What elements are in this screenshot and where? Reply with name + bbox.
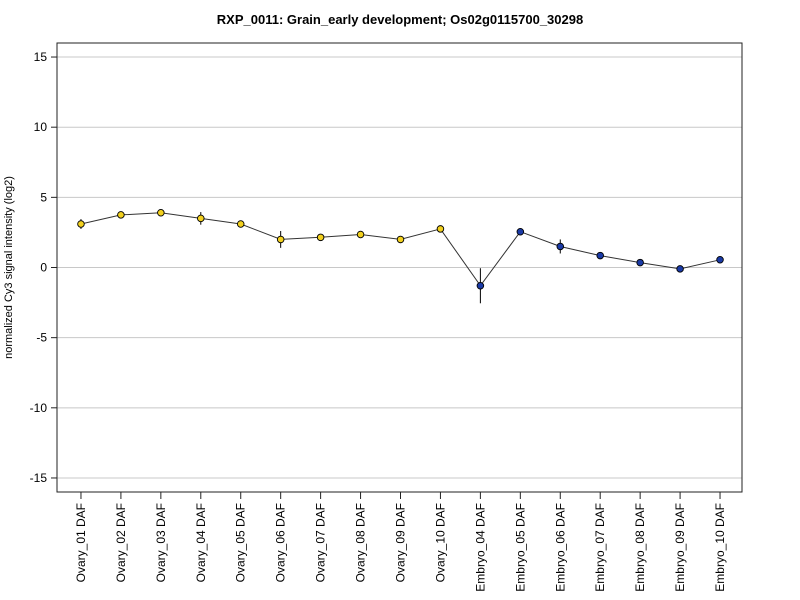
data-point [556,242,565,251]
data-point [396,235,405,244]
y-tick-label: -5 [36,331,47,345]
data-point [157,209,165,217]
y-tick-label: 10 [34,120,48,134]
x-tick-label: Ovary_09 DAF [393,503,407,582]
x-tick-label: Ovary_07 DAF [314,503,328,582]
data-point [636,258,644,267]
x-tick-label: Ovary_03 DAF [154,503,168,582]
x-tick-label: Embryo_04 DAF [473,503,487,592]
x-tick-label: Ovary_06 DAF [274,503,288,582]
data-point [356,230,365,239]
x-tick-label: Embryo_10 DAF [713,503,727,592]
series-line [80,212,721,287]
data-point [236,220,245,228]
x-tick-label: Ovary_01 DAF [74,503,88,582]
data-point [676,265,684,273]
data-point [197,214,205,223]
data-point [77,220,85,228]
data-point [316,233,325,242]
x-tick-label: Embryo_05 DAF [513,503,527,592]
data-point [716,256,724,264]
x-tick-label: Embryo_08 DAF [633,503,647,592]
chart-title: RXP_0011: Grain_early development; Os02g… [216,12,584,27]
data-point [276,235,285,244]
x-tick-label: Embryo_07 DAF [593,503,607,592]
data-point [436,225,445,233]
x-tick-label: Embryo_06 DAF [553,503,567,592]
y-tick-label: 5 [40,190,47,204]
y-tick-label: -10 [30,401,48,415]
data-point [476,281,485,290]
data-point [117,211,125,219]
y-axis-label: normalized Cy3 signal intensity (log2) [3,176,15,359]
x-tick-label: Ovary_04 DAF [194,503,208,582]
data-point [516,227,525,236]
x-tick-label: Ovary_10 DAF [433,503,447,582]
x-tick-label: Ovary_02 DAF [114,503,128,582]
y-tick-label: 0 [40,261,47,275]
x-tick-label: Embryo_09 DAF [673,503,687,592]
y-tick-label: -15 [30,471,48,485]
y-tick-label: 15 [34,50,48,64]
data-point [596,251,604,260]
x-tick-label: Ovary_05 DAF [234,503,248,582]
x-tick-label: Ovary_08 DAF [354,503,368,582]
